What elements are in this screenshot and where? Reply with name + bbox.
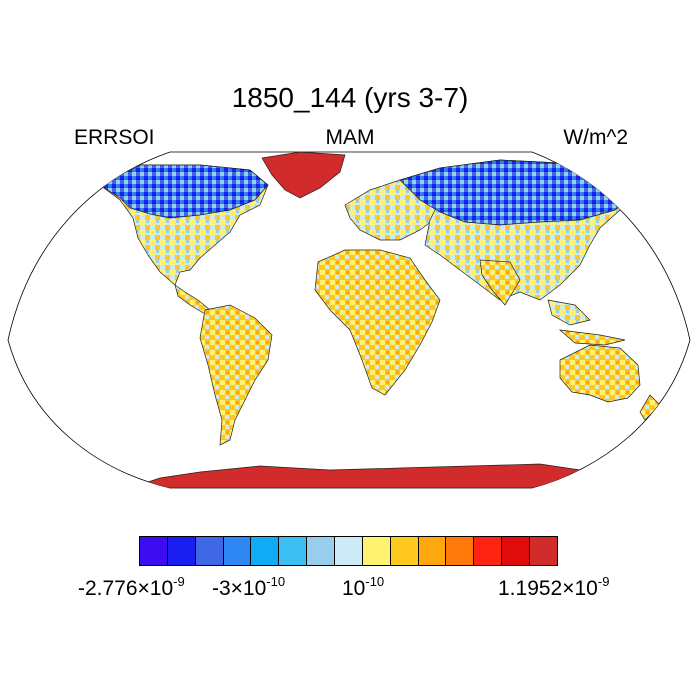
colorbar-box-10: [418, 537, 447, 565]
colorbar-box-6: [307, 537, 336, 565]
colorbar-label-max: 1.1952×10-9: [498, 574, 610, 600]
map-title: 1850_144 (yrs 3-7): [231, 82, 469, 113]
colorbar-box-2: [195, 537, 224, 565]
colorbar-box-11: [446, 537, 475, 565]
colorbar-box-0: [140, 537, 168, 565]
southeast-asia: [547, 299, 591, 326]
colorbar-box-13: [502, 537, 531, 565]
colorbar-box-5: [279, 537, 308, 565]
units-label: W/m^2: [563, 126, 628, 149]
north-america-north: [99, 164, 269, 219]
colorbar-box-14: [530, 537, 557, 565]
colorbar-label-mid-1: -3×10-10: [212, 574, 286, 600]
indonesia: [558, 329, 626, 346]
africa: [314, 249, 441, 396]
colorbar-box-8: [362, 537, 391, 565]
colorbar: [139, 536, 558, 566]
season-label: MAM: [325, 126, 375, 149]
new-zealand: [639, 394, 661, 421]
colorbar-box-9: [390, 537, 419, 565]
south-america: [199, 304, 273, 446]
colorbar-label-mid-2: 10-10: [342, 574, 385, 600]
colorbar-box-3: [223, 537, 252, 565]
colorbar-box-4: [251, 537, 280, 565]
greenland: [261, 152, 346, 199]
colorbar-box-1: [167, 537, 196, 565]
variable-label: ERRSOI: [74, 126, 155, 149]
colorbar-box-7: [335, 537, 363, 565]
australia: [559, 344, 641, 403]
india: [479, 259, 521, 306]
colorbar-label-min: -2.776×10-9: [78, 574, 185, 600]
colorbar-box-12: [474, 537, 503, 565]
